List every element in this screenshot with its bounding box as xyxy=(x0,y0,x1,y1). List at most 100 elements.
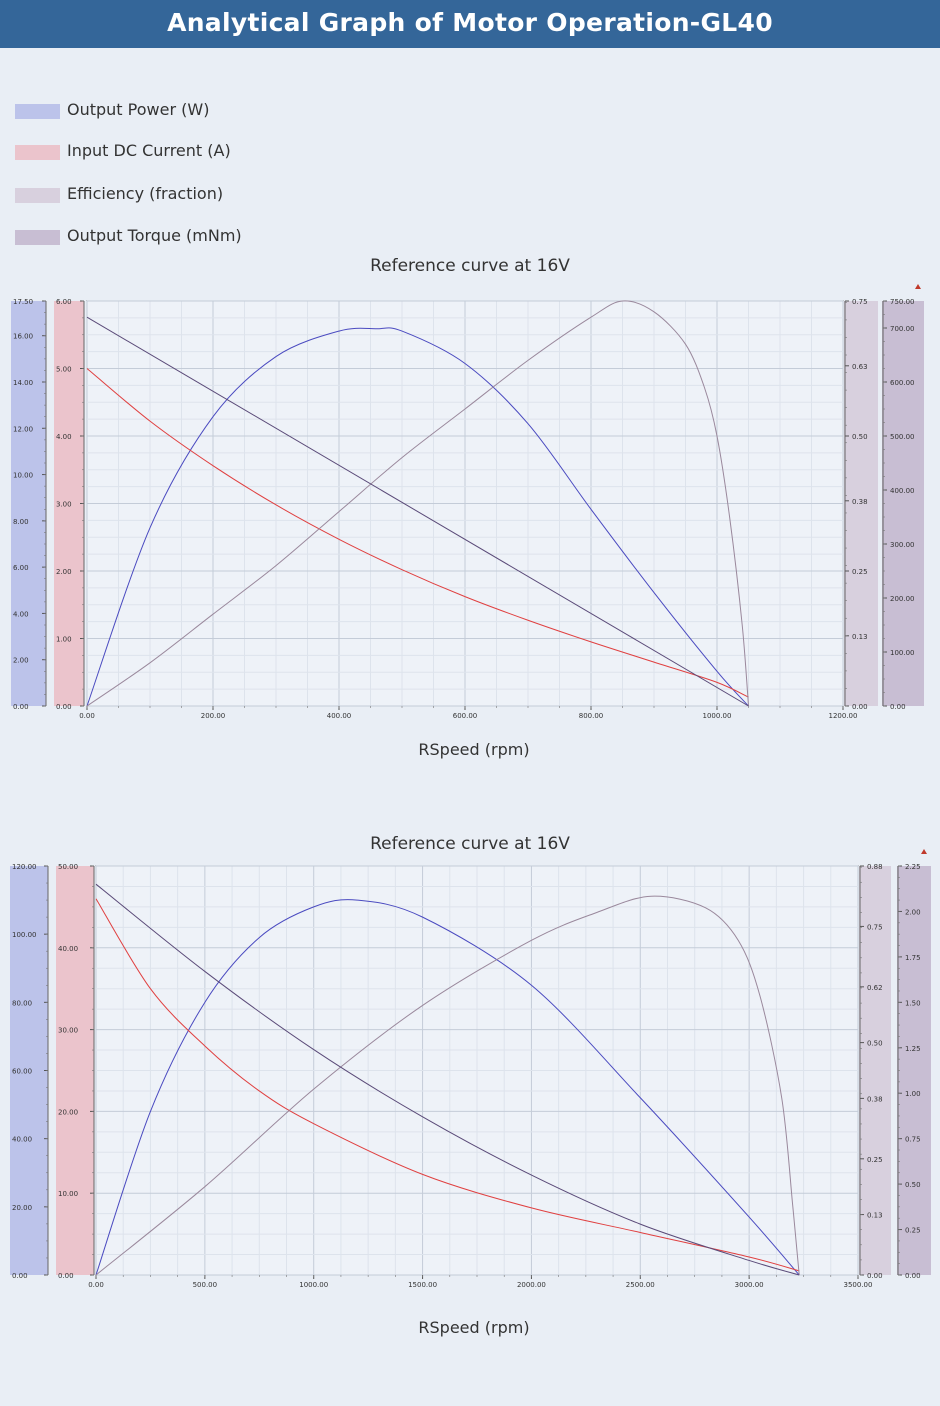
y-tick-label: 0.50 xyxy=(867,1040,883,1048)
y-tick-label: 0.75 xyxy=(852,298,868,306)
series-line-output-power-w xyxy=(95,899,800,1276)
y-tick-label: 2.25 xyxy=(905,863,921,871)
x-axis-label: RSpeed (rpm) xyxy=(418,740,529,759)
y-tick-label: 40.00 xyxy=(12,1136,32,1144)
axis-bar-output-power-w xyxy=(10,866,48,1275)
y-tick-label: 3.00 xyxy=(56,501,72,509)
axis-bar-output-power-w xyxy=(11,301,46,706)
x-tick-label: 0.00 xyxy=(79,712,95,720)
y-tick-label: 0.00 xyxy=(12,1272,28,1280)
x-tick-label: 3000.00 xyxy=(735,1281,764,1289)
y-tick-label: 100.00 xyxy=(890,649,915,657)
x-tick-label: 500.00 xyxy=(193,1281,218,1289)
y-tick-label: 0.63 xyxy=(852,363,868,371)
y-tick-label: 1.75 xyxy=(905,954,921,962)
y-tick-label: 0.00 xyxy=(56,703,72,711)
y-tick-label: 500.00 xyxy=(890,433,915,441)
y-tick-label: 12.00 xyxy=(13,425,33,433)
x-tick-label: 200.00 xyxy=(201,712,226,720)
chart-title: Reference curve at 16V xyxy=(370,256,570,276)
y-tick-label: 100.00 xyxy=(12,931,37,939)
y-tick-label: 10.00 xyxy=(13,472,33,480)
legend-label-output-power: Output Power (W) xyxy=(67,100,210,119)
y-tick-label: 1.50 xyxy=(905,999,921,1007)
y-tick-label: 60.00 xyxy=(12,1068,32,1076)
y-tick-label: 300.00 xyxy=(890,541,915,549)
x-tick-label: 400.00 xyxy=(327,712,352,720)
axis-bar-input-dc-current-a xyxy=(54,301,84,706)
axis-marker-icon xyxy=(915,284,921,289)
y-tick-label: 0.00 xyxy=(905,1272,921,1280)
y-tick-label: 0.25 xyxy=(867,1156,883,1164)
x-tick-label: 800.00 xyxy=(579,712,604,720)
y-tick-label: 0.00 xyxy=(13,703,29,711)
y-tick-label: 6.00 xyxy=(13,564,29,572)
y-tick-label: 6.00 xyxy=(56,298,72,306)
x-tick-label: 0.00 xyxy=(88,1281,104,1289)
series-line-output-power-w xyxy=(86,327,749,707)
y-tick-label: 20.00 xyxy=(12,1204,32,1212)
y-tick-label: 0.75 xyxy=(867,923,883,931)
motor-chart-1: Reference curve at 16V 0.00 2.00 4.00 6.00 8.… xyxy=(11,256,924,759)
y-tick-label: 40.00 xyxy=(58,945,78,953)
y-tick-label: 0.38 xyxy=(867,1095,883,1103)
page-title: Analytical Graph of Motor Operation-GL40 xyxy=(0,0,940,48)
legend-swatch-output-power xyxy=(15,104,60,119)
legend-swatch-input-current xyxy=(15,145,60,160)
axis-bar-efficiency-fraction xyxy=(859,866,891,1275)
y-tick-label: 2.00 xyxy=(905,908,921,916)
x-tick-label: 3500.00 xyxy=(844,1281,873,1289)
y-tick-label: 14.00 xyxy=(13,379,33,387)
x-tick-label: 1500.00 xyxy=(408,1281,437,1289)
axis-bar-output-torque-mnm xyxy=(882,301,924,706)
y-tick-label: 0.00 xyxy=(890,703,906,711)
y-tick-label: 1.25 xyxy=(905,1045,921,1053)
legend-label-input-current: Input DC Current (A) xyxy=(67,141,231,160)
series-line-input-dc-current-a xyxy=(86,368,749,698)
motor-chart-2: Reference curve at 16V 0.00 20.00 40.00 60.0… xyxy=(10,834,931,1337)
y-tick-label: 0.25 xyxy=(852,568,868,576)
y-tick-label: 5.00 xyxy=(56,366,72,374)
y-tick-label: 700.00 xyxy=(890,325,915,333)
y-tick-label: 1.00 xyxy=(56,636,72,644)
x-tick-label: 1000.00 xyxy=(703,712,732,720)
y-tick-label: 1.00 xyxy=(905,1090,921,1098)
x-tick-label: 2500.00 xyxy=(626,1281,655,1289)
y-tick-label: 30.00 xyxy=(58,1027,78,1035)
x-tick-label: 2000.00 xyxy=(517,1281,546,1289)
series-line-output-torque-mnm xyxy=(95,883,800,1276)
y-tick-label: 0.88 xyxy=(867,863,883,871)
y-tick-label: 120.00 xyxy=(12,863,37,871)
axis-marker-icon xyxy=(921,849,927,854)
y-tick-label: 750.00 xyxy=(890,298,915,306)
y-tick-label: 0.50 xyxy=(905,1181,921,1189)
series-line-output-torque-mnm xyxy=(86,316,749,707)
y-tick-label: 600.00 xyxy=(890,379,915,387)
y-tick-label: 50.00 xyxy=(58,863,78,871)
y-tick-label: 200.00 xyxy=(890,595,915,603)
y-tick-label: 2.00 xyxy=(56,568,72,576)
x-tick-label: 600.00 xyxy=(453,712,478,720)
y-tick-label: 0.62 xyxy=(867,984,883,992)
y-tick-label: 0.75 xyxy=(905,1136,921,1144)
y-tick-label: 0.50 xyxy=(852,433,868,441)
x-tick-label: 1000.00 xyxy=(299,1281,328,1289)
y-tick-label: 0.25 xyxy=(905,1227,921,1235)
y-tick-label: 4.00 xyxy=(56,433,72,441)
legend-swatch-output-torque xyxy=(15,230,60,245)
x-axis-label: RSpeed (rpm) xyxy=(418,1318,529,1337)
y-tick-label: 80.00 xyxy=(12,999,32,1007)
legend-label-efficiency: Efficiency (fraction) xyxy=(67,184,224,203)
y-tick-label: 16.00 xyxy=(13,333,33,341)
series-line-efficiency-fraction xyxy=(95,895,800,1276)
axis-bar-output-torque-mnm xyxy=(897,866,931,1275)
y-tick-label: 0.00 xyxy=(867,1272,883,1280)
axis-bar-efficiency-fraction xyxy=(844,301,878,706)
y-tick-label: 8.00 xyxy=(13,518,29,526)
y-tick-label: 17.50 xyxy=(13,298,33,306)
y-tick-label: 20.00 xyxy=(58,1108,78,1116)
legend-swatch-efficiency xyxy=(15,188,60,203)
y-tick-label: 4.00 xyxy=(13,610,29,618)
y-tick-label: 0.38 xyxy=(852,498,868,506)
y-tick-label: 400.00 xyxy=(890,487,915,495)
